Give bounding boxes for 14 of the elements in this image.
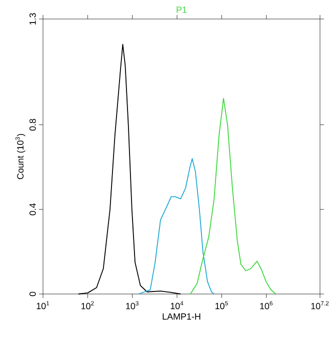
x-axis-title: LAMP1-H: [162, 313, 200, 320]
x-tick-label: 10$^{5}$: [216, 301, 228, 310]
x-tick-label: 10$^{1}$: [36, 301, 50, 310]
x-tick-label: 10$^{6}$: [260, 301, 273, 310]
x-tick-label: 10$^{2}$: [81, 301, 94, 310]
text: P1: [176, 6, 187, 13]
x-tick-label: 10$^{4}$: [170, 301, 184, 310]
y-tick-label: 1.3: [29, 13, 36, 25]
x-tick-label: 10$^{7.2}$: [311, 301, 329, 310]
y-tick-label: 0.4: [29, 203, 36, 216]
x-tick-label: 10$^{3}$: [126, 301, 138, 310]
y-tick-label: 0.8: [29, 118, 36, 131]
y-axis-title: Count (10$^{3}$): [15, 134, 26, 180]
y-tick-label: 0: [29, 292, 36, 296]
